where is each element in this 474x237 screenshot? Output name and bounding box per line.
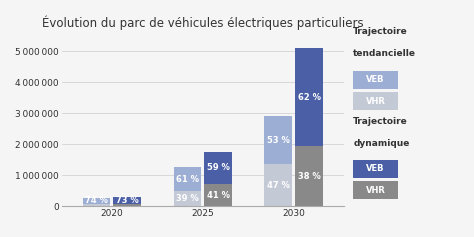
Text: VEB: VEB (366, 76, 385, 84)
Text: Trajectoire: Trajectoire (353, 117, 408, 126)
Text: 59 %: 59 % (207, 164, 229, 172)
Text: dynamique: dynamique (353, 139, 410, 148)
Text: 41 %: 41 % (207, 191, 229, 200)
Bar (173, 167, 201, 191)
Bar (173, 191, 201, 206)
Bar (264, 164, 292, 206)
Bar (295, 146, 323, 206)
Bar (82, 204, 110, 206)
Text: VHR: VHR (366, 186, 385, 195)
Text: VEB: VEB (366, 164, 385, 173)
Text: 74 %: 74 % (85, 196, 108, 205)
Bar (204, 184, 232, 206)
Title: Évolution du parc de véhicules électriques particuliers: Évolution du parc de véhicules électriqu… (42, 16, 364, 30)
Bar (82, 197, 110, 204)
Text: 39 %: 39 % (176, 194, 199, 203)
Bar (113, 204, 141, 206)
Bar (113, 196, 141, 204)
Text: 61 %: 61 % (176, 175, 199, 184)
Bar (264, 116, 292, 164)
Text: 38 %: 38 % (298, 172, 320, 181)
Text: 53 %: 53 % (267, 136, 290, 145)
Bar (204, 152, 232, 184)
Bar (295, 48, 323, 146)
Text: VHR: VHR (366, 97, 385, 106)
Text: Trajectoire: Trajectoire (353, 27, 408, 36)
Text: 73 %: 73 % (116, 196, 138, 205)
Text: 62 %: 62 % (298, 92, 320, 101)
Text: tendancielle: tendancielle (353, 49, 416, 58)
Text: 47 %: 47 % (267, 181, 290, 190)
